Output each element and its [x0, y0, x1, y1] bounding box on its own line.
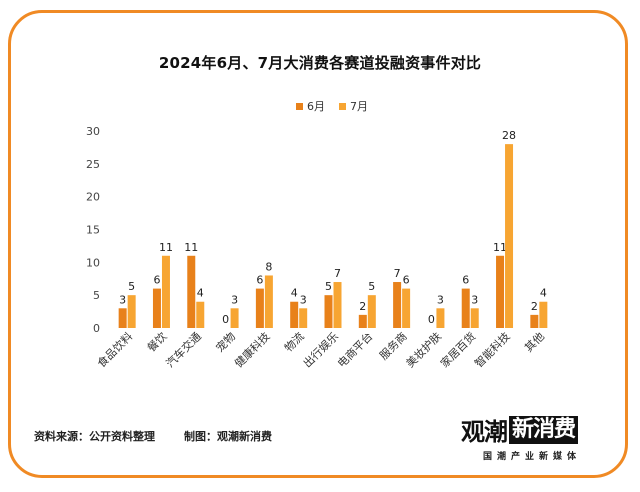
bar-july	[539, 301, 548, 328]
brand-logo: 观潮 新消费 国潮产业新媒体	[461, 412, 611, 462]
x-tick-label: 智能科技	[472, 329, 513, 370]
data-label: 0	[222, 313, 229, 326]
x-tick-label: 美妆护肤	[403, 329, 444, 370]
data-label: 7	[334, 267, 341, 280]
data-label: 6	[153, 274, 160, 287]
data-label: 3	[471, 293, 478, 306]
data-label: 6	[403, 274, 410, 287]
bar-july	[367, 295, 376, 328]
bar-july	[402, 288, 411, 328]
data-label: 4	[540, 287, 547, 300]
y-tick-label: 25	[86, 158, 100, 171]
y-tick-label: 30	[86, 125, 100, 138]
y-tick-label: 15	[86, 224, 100, 237]
legend-label-july: 7月	[350, 100, 368, 113]
logo-text-primary: 观潮	[461, 418, 508, 446]
x-tick-label: 服务商	[377, 329, 410, 362]
y-tick-label: 5	[93, 289, 100, 302]
bar-july	[230, 308, 239, 328]
y-tick-label: 0	[93, 322, 100, 335]
data-label: 5	[325, 280, 332, 293]
data-label: 11	[159, 241, 173, 254]
bar-june	[152, 288, 161, 328]
x-tick-label: 汽车交通	[163, 329, 204, 370]
x-tick-label: 其他	[522, 330, 547, 355]
x-tick-label: 物流	[281, 329, 306, 354]
data-source-note: 资料来源：公开资料整理	[34, 430, 155, 443]
chart-frame	[8, 10, 628, 478]
x-tick-label: 餐饮	[144, 329, 169, 354]
legend-swatch-july	[339, 102, 346, 110]
bar-june	[393, 282, 402, 328]
bar-july	[264, 275, 273, 328]
data-label: 4	[197, 287, 204, 300]
bar-june	[530, 314, 539, 328]
legend-item-june: 6月	[296, 98, 325, 114]
data-label: 6	[256, 274, 263, 287]
bar-july	[196, 301, 205, 328]
bar-june	[324, 295, 333, 328]
data-label: 3	[437, 293, 444, 306]
x-tick-label: 宠物	[213, 329, 238, 354]
data-label: 0	[428, 313, 435, 326]
bar-june	[255, 288, 264, 328]
x-tick-label: 出行娱乐	[300, 329, 341, 370]
data-label: 6	[462, 274, 469, 287]
data-label: 3	[231, 293, 238, 306]
data-label: 2	[531, 300, 538, 313]
x-tick-label: 家居百货	[437, 329, 478, 370]
legend-swatch-june	[296, 102, 303, 110]
bar-june	[290, 301, 299, 328]
data-label: 7	[394, 267, 401, 280]
bar-july	[127, 295, 136, 328]
bar-july	[161, 255, 170, 328]
bar-july	[470, 308, 479, 328]
data-label: 11	[493, 241, 507, 254]
data-label: 28	[502, 129, 516, 142]
bar-june	[118, 308, 127, 328]
logo-text-secondary: 新消费	[509, 415, 579, 444]
data-label: 4	[291, 287, 298, 300]
data-label: 5	[368, 280, 375, 293]
chart-maker-note: 制图：观潮新消费	[184, 430, 272, 443]
legend-item-july: 7月	[339, 98, 368, 114]
chart-legend: 6月 7月	[296, 98, 368, 114]
bar-july	[333, 282, 342, 328]
y-tick-label: 20	[86, 191, 100, 204]
data-label: 3	[300, 293, 307, 306]
bar-june	[496, 255, 505, 328]
bar-july	[505, 144, 514, 328]
x-tick-label: 电商平台	[334, 329, 375, 370]
bar-june	[358, 314, 367, 328]
data-label: 8	[265, 260, 272, 273]
x-tick-label: 健康科技	[231, 329, 272, 370]
legend-label-june: 6月	[307, 100, 325, 113]
x-tick-label: 食品饮料	[94, 329, 135, 370]
logo-tagline: 国潮产业新媒体	[483, 452, 582, 462]
bar-july	[299, 308, 308, 328]
chart-title: 2024年6月、7月大消费各赛道投融资事件对比	[158, 54, 482, 72]
bar-june	[187, 255, 196, 328]
y-tick-label: 10	[86, 256, 100, 269]
bar-june	[461, 288, 470, 328]
bar-july	[436, 308, 445, 328]
data-label: 2	[359, 300, 366, 313]
data-label: 11	[184, 241, 198, 254]
data-label: 3	[119, 293, 126, 306]
data-label: 5	[128, 280, 135, 293]
